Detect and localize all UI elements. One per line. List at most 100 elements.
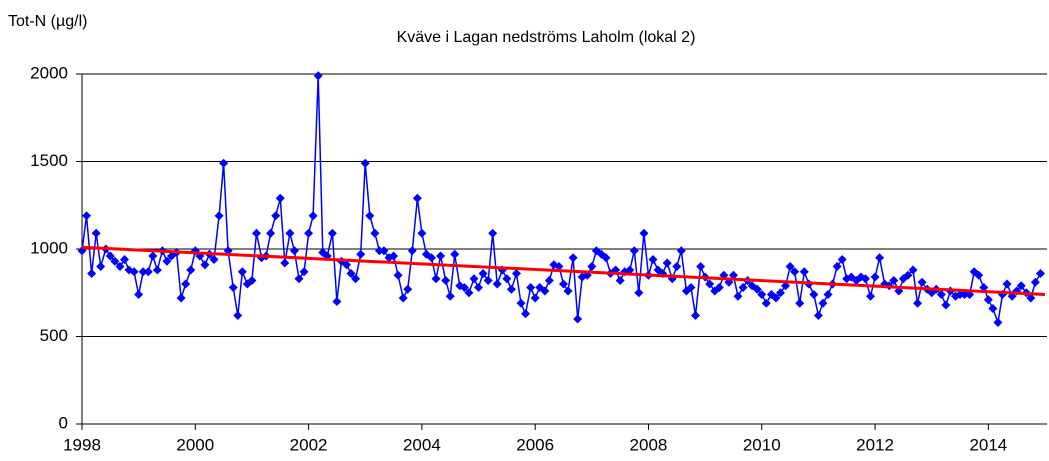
data-point <box>459 283 469 292</box>
data-point <box>530 293 540 303</box>
data-point <box>809 290 819 299</box>
data-point <box>587 262 597 271</box>
data-point <box>143 267 153 277</box>
data-point <box>866 291 876 301</box>
data-point <box>351 274 361 284</box>
data-point <box>516 298 526 308</box>
data-point <box>332 297 342 306</box>
data-point <box>690 311 700 320</box>
data-line <box>81 75 1042 326</box>
data-point <box>625 265 635 275</box>
data-point <box>186 265 196 275</box>
data-point <box>1035 269 1045 278</box>
data-point <box>379 246 389 256</box>
data-point <box>478 269 488 278</box>
data-point <box>469 274 479 284</box>
data-point <box>436 251 446 261</box>
data-point <box>251 228 261 238</box>
data-point <box>403 284 413 294</box>
data-point <box>91 228 101 238</box>
data-point <box>639 228 649 238</box>
x-tick-label: 2010 <box>743 435 781 454</box>
x-tick-label: 1998 <box>63 435 101 454</box>
x-tick-label: 2000 <box>176 435 214 454</box>
data-point <box>870 272 880 282</box>
data-point <box>672 262 682 271</box>
data-point <box>554 262 564 271</box>
data-point <box>119 255 129 264</box>
data-point <box>87 269 97 278</box>
data-point <box>441 276 451 285</box>
data-point <box>280 258 290 268</box>
data-point <box>728 270 738 280</box>
data-point <box>356 249 366 259</box>
data-point <box>233 311 243 320</box>
data-point <box>738 283 748 292</box>
data-point <box>417 228 427 238</box>
y-tick-label: 0 <box>59 413 68 432</box>
chart-title: Kväve i Lagan nedströms Laholm (lokal 2) <box>397 29 696 46</box>
data-point <box>370 228 380 238</box>
data-point <box>445 291 455 301</box>
data-point <box>526 283 536 292</box>
data-point <box>544 276 554 285</box>
data-point <box>1002 279 1012 289</box>
data-point <box>903 270 913 280</box>
data-point <box>209 255 219 264</box>
data-point <box>559 279 568 289</box>
data-point <box>389 251 399 261</box>
data-point <box>488 228 498 238</box>
data-point <box>913 298 923 308</box>
data-point <box>134 290 144 299</box>
data-point <box>407 246 417 256</box>
data-point <box>615 276 625 285</box>
data-point <box>832 262 842 271</box>
y-tick-label: 2000 <box>30 63 68 82</box>
data-point <box>200 260 210 270</box>
data-point <box>483 276 493 285</box>
data-point <box>148 251 158 261</box>
data-point <box>285 228 295 238</box>
y-tick-label: 1000 <box>30 238 68 257</box>
data-point <box>823 290 833 299</box>
data-point <box>289 246 299 256</box>
data-point <box>941 300 951 310</box>
data-point <box>511 269 521 278</box>
data-point <box>629 246 639 256</box>
data-point <box>294 274 304 284</box>
data-point <box>696 262 706 271</box>
data-point <box>634 288 644 298</box>
data-point <box>813 311 823 320</box>
x-tick-label: 2014 <box>969 435 1007 454</box>
data-point <box>799 267 809 277</box>
data-point <box>228 283 238 292</box>
data-point <box>563 286 573 296</box>
data-point <box>974 270 984 280</box>
trend-line <box>81 245 1046 296</box>
data-point <box>955 290 965 299</box>
data-point <box>492 279 502 289</box>
data-point <box>795 298 805 308</box>
data-point <box>247 276 257 285</box>
data-point <box>313 71 323 81</box>
data-point <box>648 255 658 264</box>
data-point <box>176 293 186 303</box>
data-point <box>875 253 885 263</box>
data-point <box>365 211 375 221</box>
data-point <box>761 298 771 308</box>
data-point <box>771 293 781 303</box>
data-point <box>374 246 384 256</box>
x-tick-label: 2008 <box>630 435 668 454</box>
data-point <box>105 251 115 261</box>
data-point <box>540 286 550 296</box>
data-point <box>908 265 918 275</box>
data-point <box>757 290 767 299</box>
data-point <box>714 283 724 292</box>
data-point <box>790 267 800 277</box>
data-point <box>917 277 927 287</box>
data-point <box>568 253 578 263</box>
data-point <box>573 314 583 324</box>
data-point <box>398 293 408 303</box>
